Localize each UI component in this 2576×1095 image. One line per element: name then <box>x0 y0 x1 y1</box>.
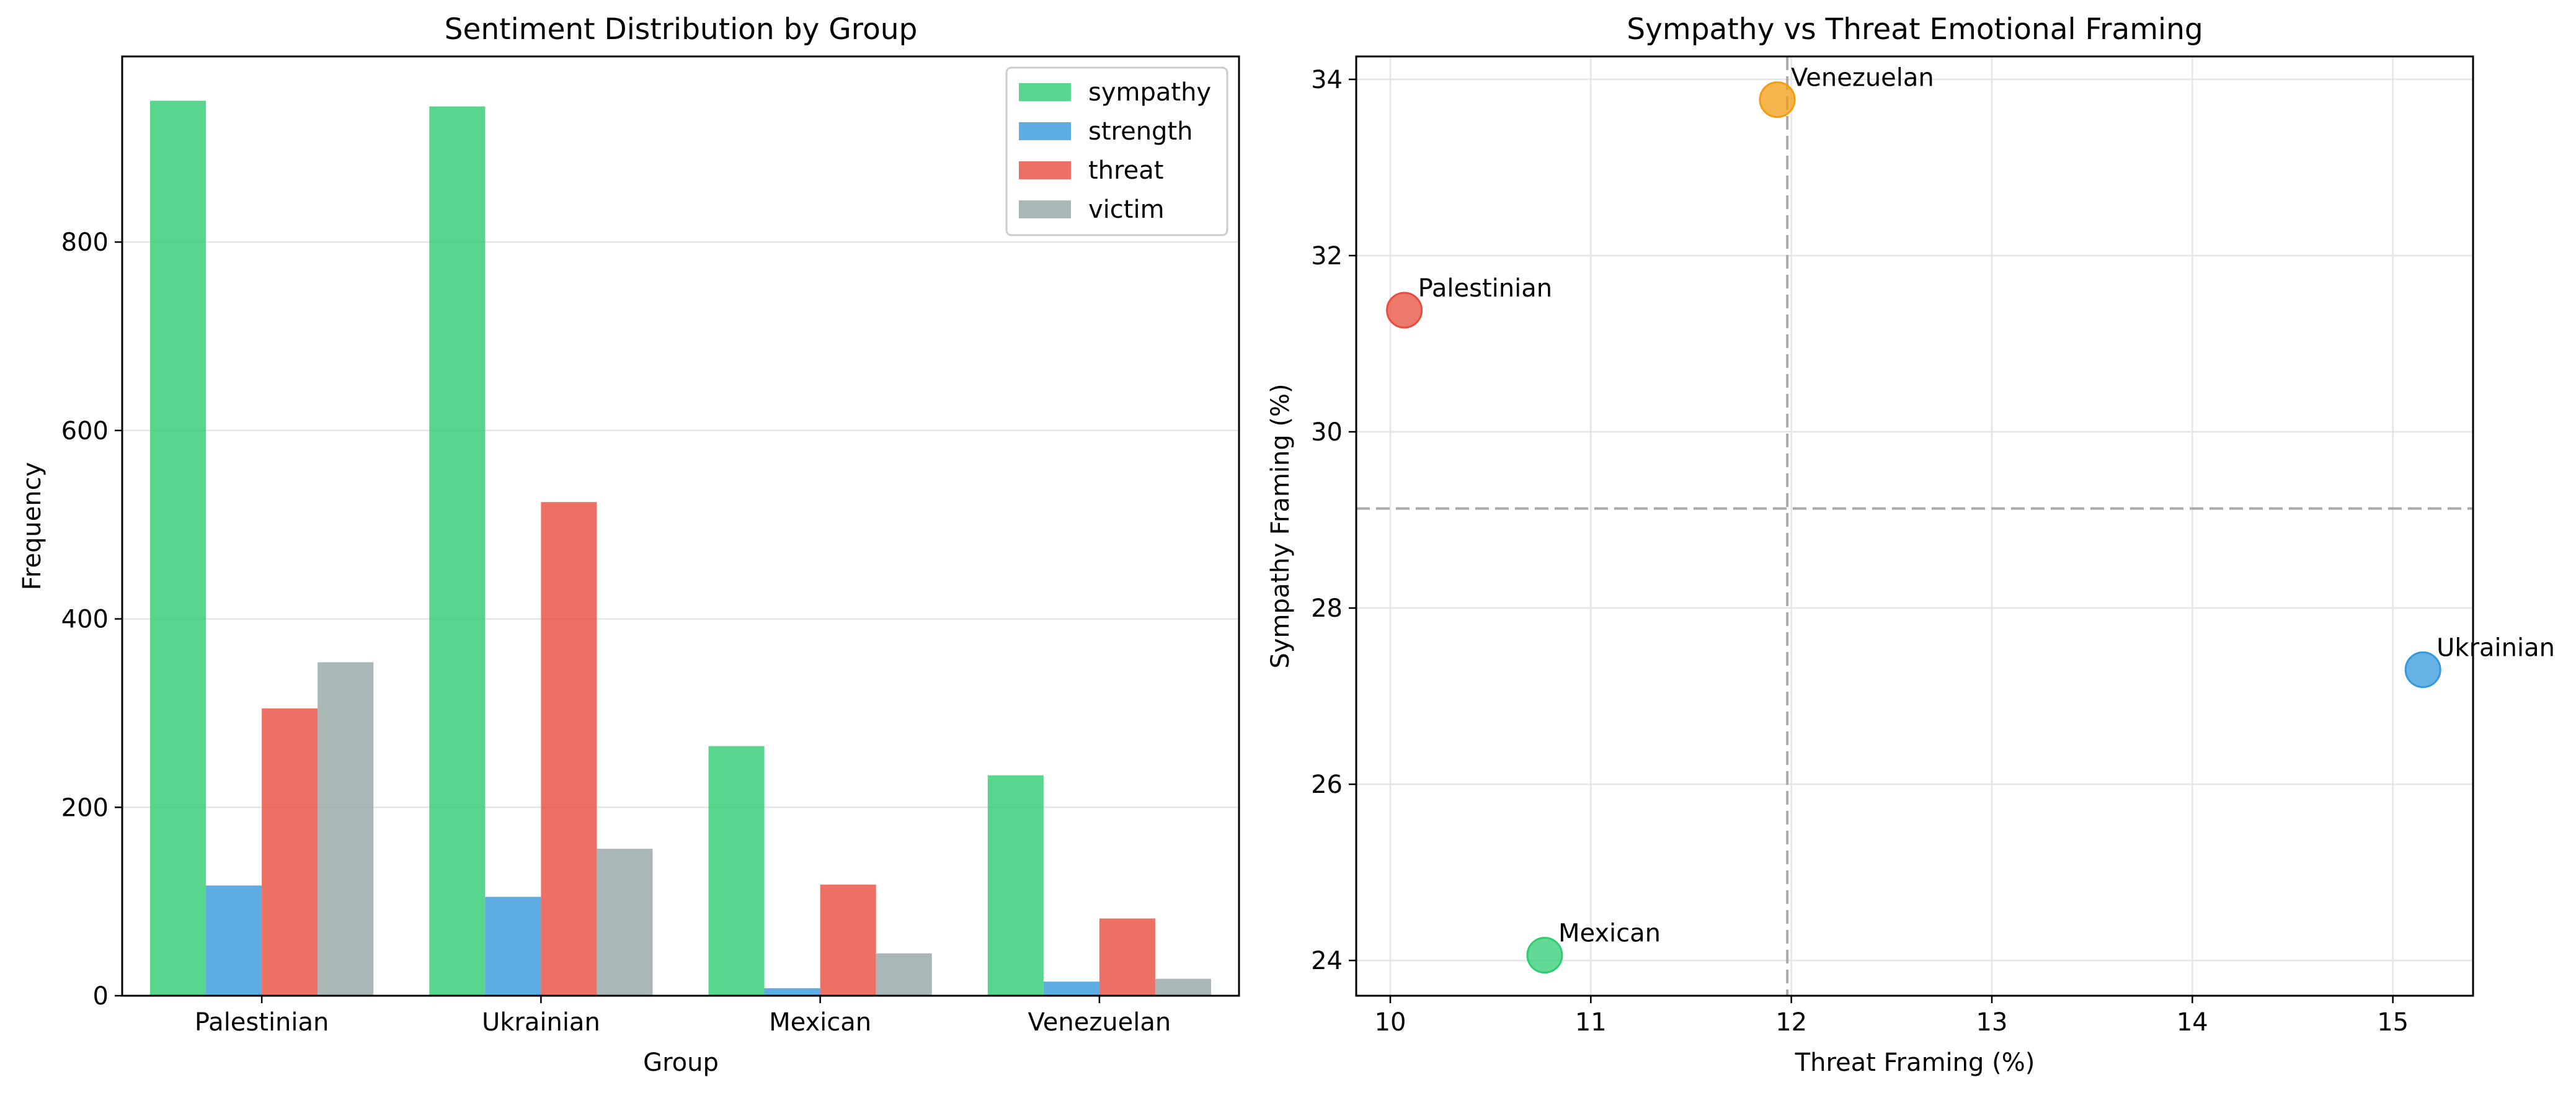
scatter-point-mexican <box>1526 937 1563 974</box>
bar-x-tick-label: Ukrainian <box>482 1008 600 1037</box>
bar-chart-panel: Sentiment Distribution by Group 0 200 400 6… <box>18 12 1240 1077</box>
scatter-plot-background <box>1356 56 2473 996</box>
scatter-x-tick-label: 11 <box>1575 1008 1607 1037</box>
scatter-point-ukrainian <box>2404 651 2441 689</box>
bar-strength-venezuelan <box>1043 981 1099 996</box>
bar-legend: sympathy strength threat victim <box>1005 66 1228 236</box>
bar-threat-palestinian <box>262 708 318 996</box>
scatter-plot-frame <box>1355 55 2474 997</box>
scatter-chart-panel: Sympathy vs Threat Emotional Framing Pal… <box>1266 12 2555 1077</box>
bar-strength-mexican <box>764 988 820 996</box>
bar-x-tick-label: Palestinian <box>195 1008 329 1037</box>
legend-swatch-threat <box>1019 161 1071 179</box>
scatter-x-tick-label: 15 <box>2377 1008 2409 1037</box>
scatter-point-label-venezuelan: Venezuelan <box>1791 64 1934 92</box>
bar-y-axis-label: Frequency <box>18 462 47 591</box>
scatter-x-tick-label: 12 <box>1775 1008 1807 1037</box>
bar-sympathy-ukrainian <box>429 106 486 996</box>
bar-strength-ukrainian <box>485 896 541 996</box>
legend-label-sympathy: sympathy <box>1088 78 1211 107</box>
bar-x-tick-label: Venezuelan <box>1028 1008 1171 1037</box>
scatter-x-tick-label: 13 <box>1976 1008 2008 1037</box>
bar-victim-palestinian <box>318 662 374 996</box>
bar-sympathy-mexican <box>708 746 765 996</box>
bar-strength-palestinian <box>206 885 262 996</box>
bar-y-tick-label: 200 <box>61 793 109 822</box>
bar-x-axis-label: Group <box>643 1048 719 1077</box>
bar-y-ticks: 0 200 400 600 800 <box>61 228 122 1011</box>
scatter-y-tick-label: 30 <box>1311 418 1343 447</box>
bar-threat-ukrainian <box>541 502 597 996</box>
legend-swatch-victim <box>1019 200 1071 218</box>
scatter-y-tick-label: 26 <box>1311 771 1343 799</box>
scatter-y-tick-label: 32 <box>1311 242 1343 270</box>
scatter-y-tick-label: 34 <box>1311 66 1343 94</box>
bar-marks <box>150 101 1211 996</box>
bar-y-tick-label: 600 <box>61 417 109 445</box>
scatter-point-label-ukrainian: Ukrainian <box>2436 634 2555 663</box>
bar-y-tick-label: 400 <box>61 606 109 634</box>
legend-swatch-sympathy <box>1019 83 1071 101</box>
scatter-y-tick-label: 28 <box>1311 594 1343 623</box>
scatter-point-venezuelan <box>1759 81 1796 118</box>
bar-legend-frame <box>1005 66 1228 236</box>
scatter-point-label-mexican: Mexican <box>1558 919 1661 948</box>
bar-sympathy-venezuelan <box>987 775 1044 996</box>
bar-threat-venezuelan <box>1099 918 1155 996</box>
scatter-point-palestinian <box>1386 292 1423 329</box>
bar-victim-ukrainian <box>597 849 653 996</box>
bar-threat-mexican <box>820 884 876 996</box>
legend-swatch-strength <box>1019 122 1071 140</box>
legend-label-strength: strength <box>1088 117 1193 146</box>
bar-plot-frame <box>121 55 1240 997</box>
bar-victim-venezuelan <box>1155 978 1211 996</box>
scatter-x-tick-label: 10 <box>1375 1008 1406 1037</box>
scatter-chart-title: Sympathy vs Threat Emotional Framing <box>1627 12 2203 47</box>
scatter-points: Palestinian Ukrainian Mexican Venezuelan <box>1386 64 2555 974</box>
bar-sympathy-palestinian <box>150 101 207 996</box>
legend-label-threat: threat <box>1088 156 1163 185</box>
scatter-x-ticks: 10 11 12 13 14 15 <box>1375 996 2409 1037</box>
bar-victim-mexican <box>876 953 932 996</box>
bar-y-tick-label: 0 <box>93 982 109 1011</box>
scatter-x-tick-label: 14 <box>2177 1008 2208 1037</box>
legend-label-victim: victim <box>1088 195 1165 224</box>
scatter-gridlines <box>1356 56 2473 996</box>
scatter-y-axis-label: Sympathy Framing (%) <box>1266 383 1295 668</box>
bar-x-tick-label: Mexican <box>769 1008 871 1037</box>
bar-chart-title: Sentiment Distribution by Group <box>445 12 918 47</box>
scatter-mean-lines <box>1356 56 2473 996</box>
bar-y-tick-label: 800 <box>61 228 109 257</box>
scatter-x-axis-label: Threat Framing (%) <box>1795 1048 2035 1077</box>
bar-x-ticks: Palestinian Ukrainian Mexican Venezuelan <box>195 996 1171 1037</box>
scatter-y-ticks: 24 26 28 30 32 34 <box>1311 66 1356 975</box>
scatter-y-tick-label: 24 <box>1311 947 1343 975</box>
scatter-point-label-palestinian: Palestinian <box>1418 274 1553 303</box>
